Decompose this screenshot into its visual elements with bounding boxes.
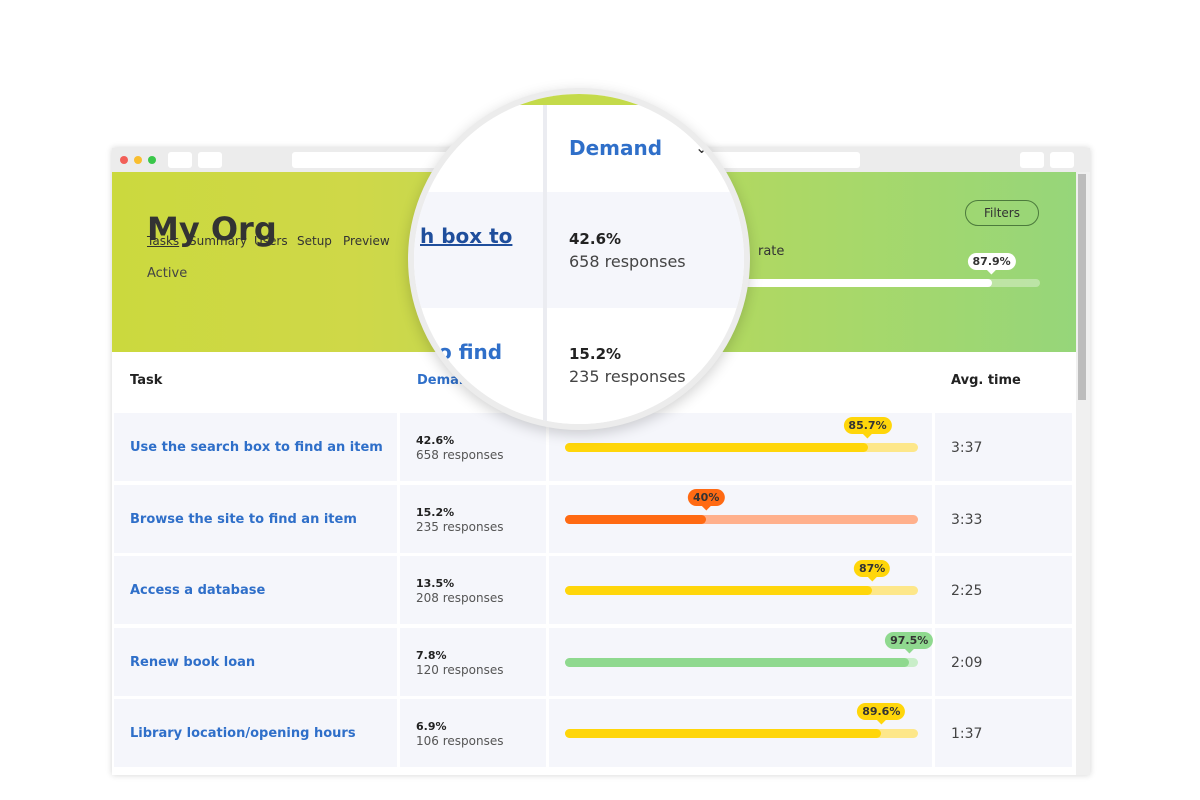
task-link[interactable]: Access a database: [130, 583, 266, 598]
success-label: 85.7%: [843, 417, 892, 439]
avg-time: 3:33: [951, 511, 983, 528]
nav-link[interactable]: Preview: [343, 234, 390, 248]
header-cell: [935, 352, 1072, 410]
success-label: 97.5%: [885, 631, 934, 653]
response-count: 235 responses: [416, 519, 504, 534]
success-label: 89.6%: [857, 703, 906, 725]
table-cell: [114, 627, 397, 696]
sort-chevron[interactable]: ⌄: [695, 138, 709, 157]
success-bar: [565, 729, 882, 738]
toolbar-button: [1050, 152, 1074, 168]
table-cell: [114, 413, 397, 481]
magnified-task[interactable]: h box to: [420, 224, 513, 248]
avg-time: 2:25: [951, 583, 983, 599]
minimize-dot: [134, 156, 142, 164]
magnified-cell: [414, 192, 543, 308]
magnified-cell: [414, 312, 543, 424]
table-cell: [400, 556, 546, 624]
demand-value: 6.9%: [416, 720, 447, 733]
task-link[interactable]: Use the search box to find an item: [130, 440, 383, 455]
avg-time: 1:37: [951, 726, 983, 742]
org-name: My Org: [147, 210, 277, 248]
magnified-header: [414, 94, 744, 105]
demand-value: 42.6%: [416, 434, 455, 447]
magnified-column-header: Demand: [569, 136, 663, 160]
success-track: [565, 514, 918, 524]
table-cell: [400, 413, 546, 481]
magnified-cell: [547, 312, 744, 424]
column-header[interactable]: Task: [130, 373, 163, 388]
success-bar: [565, 443, 868, 452]
response-count: 106 responses: [416, 734, 504, 748]
magnified-cell: [547, 192, 744, 308]
table-cell: [935, 699, 1072, 767]
close-dot: [120, 156, 128, 164]
table-cell: [935, 627, 1072, 696]
summary-bar: [640, 279, 992, 287]
response-count: 658 responses: [416, 448, 504, 462]
table-cell: [114, 556, 397, 624]
success-label: 40%: [688, 488, 725, 510]
avg-time: 2:09: [951, 654, 983, 671]
scrollbar: [1076, 172, 1090, 775]
table-cell: [400, 484, 546, 553]
scrollbar-thumb: [1078, 174, 1086, 400]
forward-button: [198, 152, 222, 168]
demand-value: 13.5%: [416, 577, 455, 590]
nav-link[interactable]: Setup: [297, 234, 332, 248]
task-link[interactable]: Browse the site to find an item: [130, 511, 357, 527]
task-link[interactable]: Renew book loan: [130, 654, 256, 670]
demand-value: 7.8%: [416, 648, 447, 662]
header-cell: [114, 352, 397, 410]
table-cell: [935, 484, 1072, 553]
table-cell: [935, 556, 1072, 624]
demand-value: 15.2%: [416, 505, 455, 519]
success-label: 87%: [853, 560, 891, 582]
avg-time: 3:37: [951, 440, 983, 456]
nav-link[interactable]: Tasks: [147, 234, 180, 248]
table-cell: [114, 699, 397, 767]
org-status: Active: [147, 266, 188, 281]
magnified-cell: [414, 105, 543, 188]
magnified-responses: 235 responses: [569, 367, 686, 386]
magnified-demand: 42.6%: [569, 230, 622, 248]
back-button: [168, 152, 192, 168]
table-cell: [400, 699, 546, 767]
success-bar: [565, 586, 873, 595]
filters-button[interactable]: Filters: [965, 200, 1039, 226]
magnified-responses: 658 responses: [569, 252, 686, 271]
bubble-tip: [986, 264, 997, 275]
success-bar: [565, 657, 910, 667]
nav-link[interactable]: Summary: [189, 234, 247, 248]
magnified-demand: 15.2%: [569, 345, 622, 363]
toolbar-button: [1020, 152, 1044, 168]
table-cell: [114, 484, 397, 553]
table-cell: [935, 413, 1072, 481]
column-header[interactable]: Avg. time: [951, 373, 1021, 388]
success-bar: [565, 514, 707, 524]
response-count: 120 responses: [416, 662, 504, 677]
maximize-dot: [148, 156, 156, 164]
table-cell: [400, 627, 546, 696]
magnifier: Demand ⌄ h box to 42.6% 658 responses o …: [408, 88, 750, 430]
magnified-cell: [547, 105, 744, 188]
magnified-task[interactable]: o find: [438, 340, 503, 364]
task-link[interactable]: Library location/opening hours: [130, 726, 356, 741]
summary-value-label: 87.9%: [967, 253, 1016, 275]
response-count: 208 responses: [416, 591, 504, 605]
summary-label: rate: [758, 244, 785, 259]
magnified-divider: [543, 105, 547, 424]
nav-link[interactable]: Users: [254, 234, 288, 248]
